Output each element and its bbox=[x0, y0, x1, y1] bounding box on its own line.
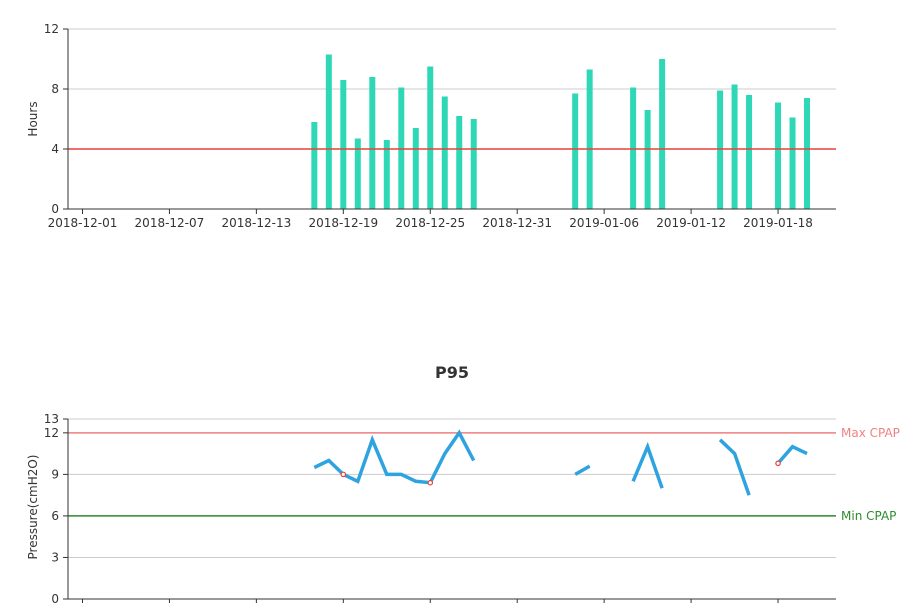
bar bbox=[383, 140, 390, 209]
y-tick-label: 4 bbox=[51, 142, 59, 156]
y-axis-title: Pressure(cmH2O) bbox=[26, 455, 40, 560]
data-point-marker bbox=[427, 479, 434, 486]
x-tick-label: 2018-12-31 bbox=[482, 216, 552, 230]
x-tick-label: 2019-01-06 bbox=[569, 216, 639, 230]
bar bbox=[456, 116, 463, 209]
bar bbox=[441, 96, 448, 209]
reference-line-label: Min CPAP bbox=[841, 509, 896, 523]
chart-title: P95 bbox=[435, 363, 469, 382]
bar bbox=[659, 59, 666, 209]
y-tick-label: 12 bbox=[44, 426, 59, 440]
series-line-segment bbox=[631, 441, 664, 489]
x-tick-label: 2018-12-13 bbox=[222, 216, 292, 230]
reference-line-label: Max CPAP bbox=[841, 426, 900, 440]
x-tick-label: 2018-12-01 bbox=[48, 216, 118, 230]
y-tick-label: 13 bbox=[44, 412, 59, 426]
bar bbox=[775, 102, 782, 209]
bar bbox=[746, 95, 753, 209]
bar bbox=[789, 117, 796, 209]
y-tick-label: 3 bbox=[51, 550, 59, 564]
bar bbox=[572, 93, 579, 209]
x-tick-label: 2019-01-12 bbox=[656, 216, 726, 230]
x-tick-label: 2019-01-18 bbox=[743, 216, 813, 230]
series-line-segment bbox=[313, 429, 476, 485]
series-line-segment bbox=[574, 464, 591, 476]
bar bbox=[369, 77, 376, 209]
data-point-marker bbox=[775, 460, 781, 467]
bar bbox=[731, 84, 738, 209]
bar bbox=[311, 122, 318, 209]
y-axis-title: Hours bbox=[26, 101, 40, 136]
hours-bar-chart: 0 4 8 12 2018-12-01 2018-12-07 2018-12-13 2018-… bbox=[26, 22, 836, 230]
y-tick-label: 9 bbox=[51, 467, 59, 481]
x-tick-label: 2018-12-19 bbox=[308, 216, 378, 230]
bar bbox=[412, 128, 419, 209]
bar bbox=[325, 54, 332, 209]
y-tick-label: 0 bbox=[51, 202, 59, 216]
x-tick-label: 2018-12-07 bbox=[135, 216, 205, 230]
y-tick-label: 0 bbox=[51, 592, 59, 603]
series-line-segment bbox=[718, 438, 751, 496]
bar bbox=[644, 110, 651, 209]
data-point-marker bbox=[340, 471, 347, 478]
y-tick-label: 6 bbox=[51, 509, 59, 523]
y-tick-label: 8 bbox=[51, 82, 59, 96]
series-line-segment bbox=[776, 444, 808, 465]
bar bbox=[354, 138, 361, 209]
bar bbox=[340, 80, 347, 209]
bar bbox=[804, 98, 811, 209]
bar bbox=[427, 66, 434, 209]
y-tick-label: 12 bbox=[44, 22, 59, 36]
bar bbox=[470, 119, 477, 209]
x-tick-label: 2018-12-25 bbox=[395, 216, 465, 230]
bar bbox=[586, 69, 593, 209]
